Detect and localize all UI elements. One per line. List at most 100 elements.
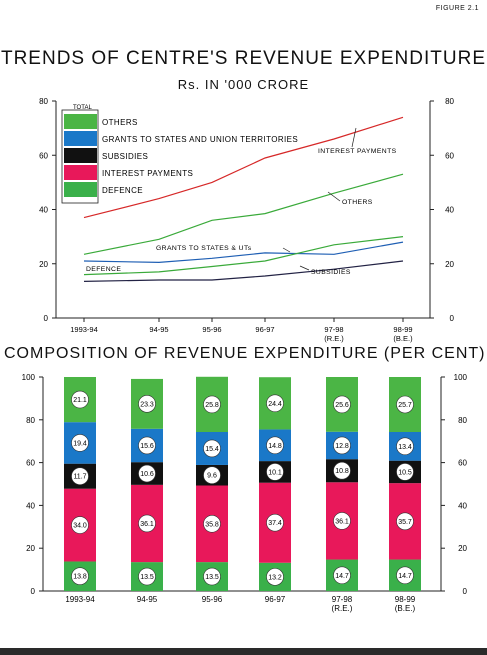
line-ytick-label-right: 20 <box>445 260 454 269</box>
bar-value-circle <box>266 394 284 413</box>
bar-ytick-label-right: 0 <box>463 587 468 596</box>
bar-value-circle <box>333 461 351 480</box>
line-xtick-label: 95-96 <box>202 325 221 334</box>
bar-value-label: 10.5 <box>398 469 412 476</box>
line-ytick-label-right: 40 <box>445 206 454 215</box>
bar-value-circle <box>396 437 414 456</box>
bar-value-circle <box>203 466 221 485</box>
bar-value-label: 19.4 <box>73 440 87 447</box>
bar-value-label: 10.8 <box>335 468 349 475</box>
legend-swatch-subsidies <box>64 148 97 163</box>
bar-value-circle <box>333 395 351 414</box>
line-xtick-label: 1993-94 <box>70 325 98 334</box>
page-bottom-edge <box>0 648 487 655</box>
bar-value-circle <box>396 463 414 481</box>
bar-ytick-label-right: 40 <box>458 501 467 510</box>
bar-value-circle <box>266 463 284 481</box>
legend-swatch-interest-payments <box>64 165 97 180</box>
bar-value-circle <box>138 567 156 586</box>
line-series-subsidies <box>83 260 404 282</box>
bar-value-circle <box>138 436 156 455</box>
line-label-leader <box>327 191 341 202</box>
bar-value-label: 36.1 <box>140 521 154 528</box>
bar-stack: 14.7 36.1 10.8 12.8 25.6 <box>326 377 358 591</box>
line-xtick-label: 98-99 <box>393 325 412 334</box>
bar-stack: 14.7 35.7 10.5 13.4 25.7 <box>389 377 421 591</box>
bar-value-label: 12.8 <box>335 443 349 450</box>
bar-category-label: 98-99 <box>395 595 416 604</box>
bar-value-label: 34.0 <box>73 523 87 530</box>
bar-value-circle <box>396 512 414 531</box>
legend-item-label: INTEREST PAYMENTS <box>102 169 193 178</box>
line-series-label: OTHERS <box>342 199 373 206</box>
line-ytick-label-left: 0 <box>44 314 49 323</box>
bar-value-label: 23.3 <box>140 401 154 408</box>
bar-value-circle <box>396 566 414 585</box>
bar-value-circle <box>71 516 89 534</box>
line-chart-subtitle: Rs. IN '000 CRORE <box>177 77 310 92</box>
bar-value-label: 13.2 <box>268 574 282 581</box>
bar-category-label: 1993-94 <box>65 595 95 604</box>
bar-ytick-label-right: 60 <box>458 459 467 468</box>
line-label-leader <box>282 247 291 253</box>
bar-stack: 13.5 35.8 9.6 15.4 25.8 <box>196 376 228 591</box>
bar-value-label: 9.6 <box>207 473 217 480</box>
line-series-others <box>83 173 404 255</box>
bar-value-label: 35.8 <box>205 521 219 528</box>
line-series-label: SUBSIDIES <box>311 269 351 276</box>
bar-value-label: 25.7 <box>398 402 412 409</box>
bar-value-circle <box>71 467 89 485</box>
line-ytick-label-left: 60 <box>39 151 48 160</box>
bar-category-label: 94-95 <box>137 595 158 604</box>
bar-stack: 13.5 36.1 10.6 15.6 23.3 <box>131 378 163 591</box>
bar-value-label: 25.6 <box>335 402 349 409</box>
line-ytick-label-right: 80 <box>445 97 454 106</box>
bar-value-circle <box>138 395 156 413</box>
bar-value-circle <box>71 390 89 409</box>
line-label-leader <box>299 265 310 271</box>
line-ytick-label-right: 0 <box>450 314 455 323</box>
bar-value-circle <box>138 514 156 533</box>
line-ytick-label-right: 60 <box>445 151 454 160</box>
line-legend: TOTAL OTHERS GRANTS TO STATES AND UNION TE… <box>61 105 298 204</box>
line-xtick-label: (R.E.) <box>324 334 344 343</box>
line-series-interest-payments <box>83 116 404 219</box>
bar-value-label: 37.4 <box>268 520 282 527</box>
bar-value-label: 13.5 <box>140 574 154 581</box>
legend-item-label: SUBSIDIES <box>102 152 148 161</box>
bar-value-circle <box>333 436 351 455</box>
legend-item-label: OTHERS <box>102 118 138 127</box>
bar-category-label: (B.E.) <box>395 604 416 613</box>
bar-value-label: 13.4 <box>398 444 412 451</box>
bar-stack: 13.8 34.0 11.7 19.4 21.1 <box>64 377 96 591</box>
legend-swatch-others <box>64 114 97 129</box>
line-xtick-label: (B.E.) <box>393 334 413 343</box>
bar-value-circle <box>266 436 284 455</box>
bar-value-label: 15.6 <box>140 443 154 450</box>
line-label-leader <box>351 127 357 148</box>
bar-value-label: 15.4 <box>205 446 219 453</box>
bar-category-label: (R.E.) <box>332 604 353 613</box>
bar-value-circle <box>138 464 156 483</box>
bar-value-label: 10.6 <box>140 471 154 478</box>
line-xtick-label: 94-95 <box>149 325 168 334</box>
line-ytick-label-left: 20 <box>39 260 48 269</box>
legend-item-label: GRANTS TO STATES AND UNION TERRITORIES <box>102 135 298 144</box>
bar-value-label: 14.7 <box>398 573 412 580</box>
line-series-label: INTEREST PAYMENTS <box>318 148 397 155</box>
bar-ytick-label-left: 0 <box>31 587 36 596</box>
bar-value-label: 11.7 <box>73 474 86 481</box>
bar-value-circle <box>266 568 284 586</box>
line-ytick-label-left: 80 <box>39 97 48 106</box>
line-series-label: GRANTS TO STATES & UTs <box>156 245 252 252</box>
bar-value-circle <box>71 434 89 452</box>
bar-ytick-label-left: 60 <box>26 459 35 468</box>
bar-value-label: 13.8 <box>73 574 87 581</box>
bar-category-label: 95-96 <box>202 595 223 604</box>
line-series-label: DEFENCE <box>86 266 121 273</box>
bar-ytick-label-right: 80 <box>458 416 467 425</box>
bar-value-label: 24.4 <box>268 401 282 408</box>
line-series-grants-to-states-and-union-territories <box>83 241 404 264</box>
